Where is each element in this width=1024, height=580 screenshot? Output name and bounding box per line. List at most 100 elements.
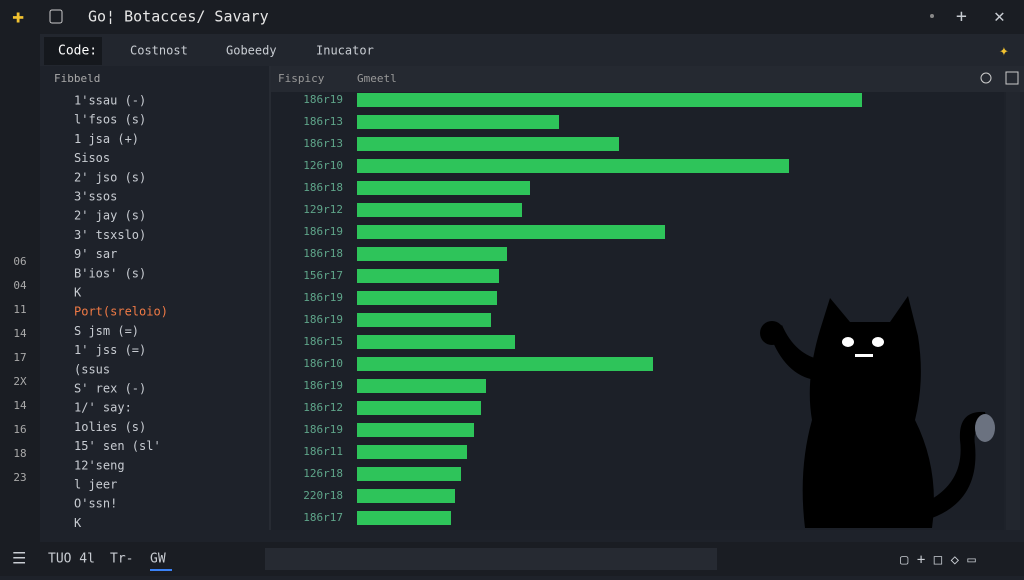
bar xyxy=(357,489,455,503)
rail-label: 23 xyxy=(13,471,26,484)
status-input[interactable] xyxy=(265,548,717,570)
menu-icon[interactable]: ☰ xyxy=(12,549,26,568)
tree-item[interactable]: 2' jay (s) xyxy=(74,209,146,223)
row-label: 186r19 xyxy=(303,423,343,436)
tree-item[interactable]: S jsm (=) xyxy=(74,324,139,338)
bar xyxy=(357,269,499,283)
tree-item[interactable]: 2' jso (s) xyxy=(74,170,146,184)
row-label: 126r18 xyxy=(303,467,343,480)
rail-label: 11 xyxy=(13,303,26,316)
row-label: 186r19 xyxy=(303,291,343,304)
close-btn[interactable]: ✕ xyxy=(994,6,1005,27)
cat-arm xyxy=(770,325,822,380)
bar xyxy=(357,313,491,327)
tab[interactable]: Costnost xyxy=(130,44,188,58)
row-label: 186r11 xyxy=(303,445,343,458)
row-label: 126r10 xyxy=(303,159,343,172)
bar xyxy=(357,379,486,393)
row-label: 186r12 xyxy=(303,401,343,414)
add-btn[interactable]: + xyxy=(956,6,967,27)
logo: ✚ xyxy=(12,4,24,28)
cat xyxy=(760,296,988,528)
tree-item[interactable]: 9' sar xyxy=(74,247,117,261)
rail-label: 06 xyxy=(13,255,26,268)
status-item[interactable]: GW xyxy=(150,552,166,567)
bar xyxy=(357,203,522,217)
rail-label: 14 xyxy=(13,327,27,340)
bar xyxy=(357,357,653,371)
cat-paw xyxy=(760,321,784,345)
tree-item[interactable]: Port(sreloio) xyxy=(74,305,168,319)
panel-icon[interactable] xyxy=(1005,71,1019,85)
tree-item[interactable]: 1olies (s) xyxy=(74,420,146,434)
tree-item[interactable]: 3'ssos xyxy=(74,190,117,204)
window-title: Go¦ Botacces/ Savary xyxy=(88,8,269,26)
row-label: 186r19 xyxy=(303,225,343,238)
explorer-header: Fibbeld xyxy=(54,72,100,85)
bar xyxy=(357,225,665,239)
tree-item[interactable]: O'ssn! xyxy=(74,497,117,511)
row-label: 186r18 xyxy=(303,247,343,260)
cat-eye xyxy=(842,337,854,347)
bar xyxy=(357,445,467,459)
status-icons[interactable]: ▢ + □ ◇ ▭ xyxy=(900,552,976,568)
tree-item[interactable]: B'ios' (s) xyxy=(74,266,146,280)
bar xyxy=(357,423,474,437)
dot xyxy=(930,14,934,18)
row-label: 186r13 xyxy=(303,115,343,128)
bar xyxy=(357,335,515,349)
search-icon[interactable] xyxy=(980,72,992,84)
row-label: 156r17 xyxy=(303,269,343,282)
rail-label: 2X xyxy=(13,375,27,388)
tab[interactable]: Gobeedy xyxy=(226,44,277,58)
bar xyxy=(357,401,481,415)
bar xyxy=(357,181,530,195)
tree-item[interactable]: 3' tsxslo) xyxy=(74,228,146,242)
tab[interactable]: Code: xyxy=(58,44,97,59)
tree-item[interactable]: l jeer xyxy=(74,478,117,492)
row-label: 186r19 xyxy=(303,313,343,326)
rail xyxy=(0,34,40,542)
row-label: 186r19 xyxy=(303,379,343,392)
row-label: 186r13 xyxy=(303,137,343,150)
tree-item[interactable]: (ssus xyxy=(74,362,110,376)
tree-item[interactable]: 1' jss (=) xyxy=(74,343,146,357)
tree-item[interactable]: 1'ssau (-) xyxy=(74,94,146,108)
tree-item[interactable]: 1 jsa (+) xyxy=(74,132,139,146)
tabbar xyxy=(40,34,1024,66)
row-label: 186r15 xyxy=(303,335,343,348)
panel-header xyxy=(271,66,1024,92)
row-label: 186r19 xyxy=(303,93,343,106)
row-label: 129r12 xyxy=(303,203,343,216)
cat-mouth xyxy=(855,354,873,357)
bar xyxy=(357,93,862,107)
tree-item[interactable]: 1/' say: xyxy=(74,401,132,415)
bar xyxy=(357,291,497,305)
panel-header-label: Gmeetl xyxy=(357,72,397,85)
rail-label: 17 xyxy=(13,351,26,364)
tree-item[interactable]: Sisos xyxy=(74,151,110,165)
cat-tail xyxy=(930,411,988,518)
tree-item[interactable]: 15' sen (sl' xyxy=(74,439,161,453)
titlebar xyxy=(0,0,1024,34)
row-label: 220r18 xyxy=(303,489,343,502)
tree-item[interactable]: K xyxy=(74,516,82,530)
bar xyxy=(357,137,619,151)
tree-item[interactable]: 12'seng xyxy=(74,458,125,472)
row-label: 186r18 xyxy=(303,181,343,194)
tree-item[interactable]: S' rex (-) xyxy=(74,382,146,396)
status-item[interactable]: TUO 4l xyxy=(48,552,95,567)
scrollbar xyxy=(1006,92,1020,530)
bar xyxy=(357,511,451,525)
tree-item[interactable]: l'fsos (s) xyxy=(74,113,146,127)
cat-eye xyxy=(872,337,884,347)
tree-item[interactable]: K xyxy=(74,286,82,300)
rail-label: 16 xyxy=(13,423,26,436)
status-item[interactable]: Tr- xyxy=(110,552,133,567)
bar xyxy=(357,467,461,481)
bar xyxy=(357,159,789,173)
tab[interactable]: Inucator xyxy=(316,44,374,58)
panel-header-label: Fispicy xyxy=(278,72,325,85)
